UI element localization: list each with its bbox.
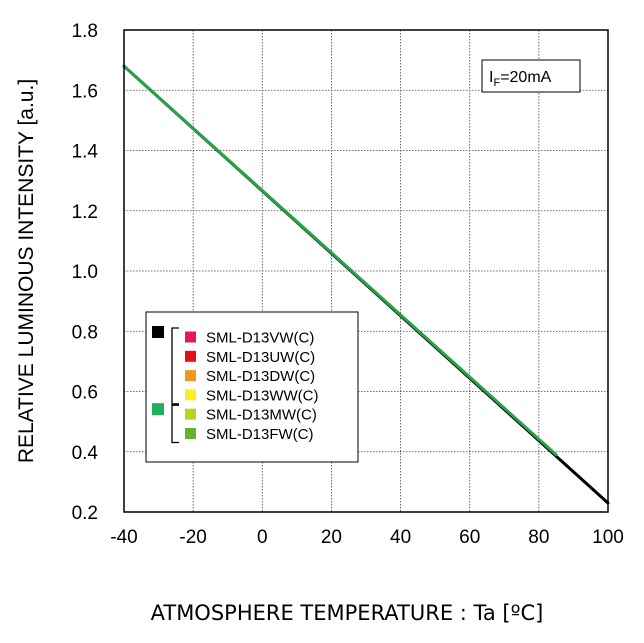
- x-tick-label: -40: [110, 527, 137, 548]
- legend-item-label: SML-D13DW(C): [206, 368, 315, 385]
- series-lines: [122, 64, 610, 505]
- y-tick-label: 1.4: [72, 142, 99, 163]
- x-tick-label: 0: [257, 527, 268, 548]
- legend-frame: [145, 311, 359, 463]
- legend-item-label: SML-D13FW(C): [206, 426, 314, 443]
- legend-swatch: [185, 350, 196, 362]
- legend-group-bracket: [171, 327, 179, 405]
- x-axis-title: ATMOSPHERE TEMPERATURE : Ta [ºC]: [151, 601, 544, 625]
- y-tick-label: 0.2: [72, 503, 98, 524]
- legend-swatch: [185, 389, 196, 401]
- legend-item-label: SML-D13VW(C): [206, 330, 314, 347]
- x-tick-label: -20: [179, 527, 206, 548]
- y-tick-label: 1.2: [72, 202, 98, 223]
- condition-prefix: I: [489, 69, 493, 86]
- condition-box: IF=20mA: [481, 59, 581, 93]
- y-tick-labels: 0.2 0.4 0.6 0.8 1.0 1.2 1.4 1.6 1.8: [72, 21, 99, 524]
- y-tick-label: 0.8: [72, 322, 98, 343]
- legend-swatch: [185, 331, 196, 343]
- x-tick-label: 20: [321, 527, 342, 548]
- y-tick-label: 1.8: [72, 21, 98, 42]
- legend: SML-D13VW(C) SML-D13UW(C) SML-D13DW(C) SML-…: [145, 311, 359, 463]
- y-axis-title: RELATIVE LUMINOUS INTENSITY [a.u.]: [15, 79, 38, 463]
- plot-frame: [123, 29, 609, 513]
- condition-suffix: =20mA: [500, 69, 551, 86]
- legend-item-label: SML-D13WW(C): [206, 387, 319, 404]
- x-tick-label: 80: [528, 527, 549, 548]
- legend-swatch: [185, 428, 196, 439]
- legend-item-label: SML-D13MW(C): [206, 407, 317, 424]
- y-tick-label: 1.6: [72, 81, 98, 102]
- series-line-2: [122, 64, 558, 457]
- x-tick-labels: -40 -20 0 20 40 60 80 100: [110, 527, 624, 548]
- x-tick-label: 40: [390, 527, 411, 548]
- x-tick-label: 60: [459, 527, 480, 548]
- x-tick-label: 100: [592, 527, 624, 548]
- legend-group-bracket: [171, 404, 179, 444]
- legend-swatch: [185, 370, 196, 382]
- condition-box-frame: [481, 59, 581, 93]
- condition-label: IF=20mA: [489, 69, 552, 89]
- y-tick-label: 0.6: [72, 383, 98, 404]
- y-tick-label: 0.4: [72, 443, 99, 464]
- condition-subscript: F: [493, 77, 500, 89]
- y-tick-label: 1.0: [72, 262, 98, 283]
- legend-group-marker: [152, 326, 164, 338]
- legend-item-label: SML-D13UW(C): [206, 349, 315, 366]
- legend-group-marker: [152, 403, 164, 416]
- legend-swatch: [185, 408, 196, 420]
